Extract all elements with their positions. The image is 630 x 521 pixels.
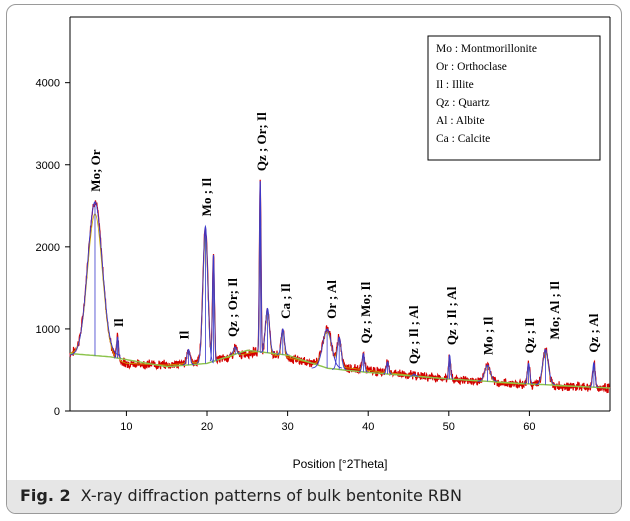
x-tick-label: 10 (120, 421, 132, 433)
y-tick-label: 3000 (36, 160, 60, 172)
y-tick-label: 1000 (36, 324, 60, 336)
peak-annotations: Mo; Or Il Il Mo ; Il Qz ; Or; Il Qz ; Or; Il C… (88, 112, 601, 364)
x-tick-label: 40 (362, 421, 374, 433)
peak-annotation: Qz ; Or; Il (254, 112, 269, 171)
x-tick-label: 20 (201, 421, 213, 433)
legend-box: Mo : Montmorillonite Or : Orthoclase Il … (427, 35, 601, 161)
legend-entry-or: Or : Orthoclase (436, 61, 507, 73)
peak-profile (358, 352, 368, 373)
peak-profile (332, 336, 347, 370)
peak-annotation: Il (176, 330, 191, 339)
legend-entry-il: Il : Illite (436, 79, 474, 91)
peak-annotation: Ca ; Il (278, 283, 293, 319)
x-tick-label: 50 (443, 421, 455, 433)
background-curve (69, 349, 611, 389)
x-axis-label: Position [°2Theta] (293, 457, 388, 471)
x-tick-label: 30 (281, 421, 293, 433)
peak-profile (277, 328, 289, 355)
fitted-profile-line (69, 194, 610, 389)
observed-pattern-line (69, 179, 611, 394)
xrd-chart: 10 20 30 40 50 60 0 1000 2000 3000 4000 Mo; Or Il Il… (36, 16, 611, 471)
peak-annotation: Or ; Al (324, 280, 339, 319)
data-series (69, 179, 611, 394)
peak-annotation: Mo; Al ; Il (547, 281, 562, 340)
peak-annotation: Il (111, 318, 126, 327)
y-tick-label: 4000 (36, 78, 60, 90)
peak-annotation: Mo ; Il (480, 316, 495, 355)
legend-entry-mo: Mo : Montmorillonite (436, 43, 537, 55)
legend-entry-ca: Ca : Calcite (436, 133, 490, 145)
caption-bar (7, 480, 621, 513)
peak-annotation: Qz ; Al (586, 313, 601, 352)
peak-annotation: Qz ; Mo; Il (358, 281, 373, 343)
peak-annotation: Qz ; Il ; Al (444, 286, 459, 345)
peak-annotation: Mo; Or (88, 149, 103, 191)
figure-number: Fig. 2 (20, 486, 71, 505)
peak-annotation: Mo ; Il (199, 178, 214, 217)
axis-ticks: 10 20 30 40 50 60 0 1000 2000 3000 4000 (36, 78, 536, 433)
peak-annotation: Qz ; Il (522, 318, 537, 354)
peak-annotation: Qz ; Il ; Al (406, 305, 421, 364)
y-tick-label: 2000 (36, 242, 60, 254)
legend-entry-qz: Qz : Quartz (436, 97, 490, 109)
legend-border (427, 35, 601, 161)
peak-profile (182, 348, 195, 366)
y-tick-label: 0 (54, 406, 60, 418)
x-tick-label: 60 (523, 421, 535, 433)
figure-caption: Fig. 2 X-ray diffraction patterns of bulk… (20, 486, 462, 505)
peak-annotation: Qz ; Or; Il (225, 278, 240, 337)
caption-text: X-ray diffraction patterns of bulk bento… (80, 486, 462, 505)
legend-entry-al: Al : Albite (436, 115, 485, 127)
